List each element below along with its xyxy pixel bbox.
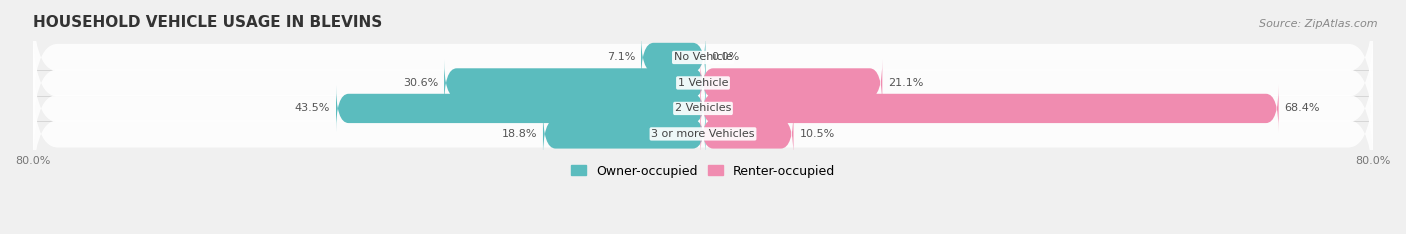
Text: No Vehicle: No Vehicle (673, 52, 733, 62)
Text: 10.5%: 10.5% (800, 129, 835, 139)
Text: 1 Vehicle: 1 Vehicle (678, 78, 728, 88)
FancyBboxPatch shape (336, 85, 706, 132)
Text: 0.0%: 0.0% (711, 52, 740, 62)
Text: 3 or more Vehicles: 3 or more Vehicles (651, 129, 755, 139)
FancyBboxPatch shape (32, 0, 1374, 120)
FancyBboxPatch shape (32, 20, 1374, 146)
FancyBboxPatch shape (700, 85, 1278, 132)
Text: 2 Vehicles: 2 Vehicles (675, 103, 731, 113)
Text: 21.1%: 21.1% (889, 78, 924, 88)
FancyBboxPatch shape (32, 46, 1374, 171)
FancyBboxPatch shape (700, 59, 883, 106)
Text: Source: ZipAtlas.com: Source: ZipAtlas.com (1260, 19, 1378, 29)
Text: 68.4%: 68.4% (1285, 103, 1320, 113)
FancyBboxPatch shape (444, 59, 706, 106)
Text: 7.1%: 7.1% (607, 52, 636, 62)
Text: 43.5%: 43.5% (295, 103, 330, 113)
Text: HOUSEHOLD VEHICLE USAGE IN BLEVINS: HOUSEHOLD VEHICLE USAGE IN BLEVINS (32, 15, 382, 30)
Legend: Owner-occupied, Renter-occupied: Owner-occupied, Renter-occupied (567, 160, 839, 183)
Text: 30.6%: 30.6% (404, 78, 439, 88)
FancyBboxPatch shape (700, 110, 793, 157)
FancyBboxPatch shape (641, 34, 706, 81)
FancyBboxPatch shape (543, 110, 706, 157)
FancyBboxPatch shape (32, 71, 1374, 197)
Text: 18.8%: 18.8% (502, 129, 537, 139)
